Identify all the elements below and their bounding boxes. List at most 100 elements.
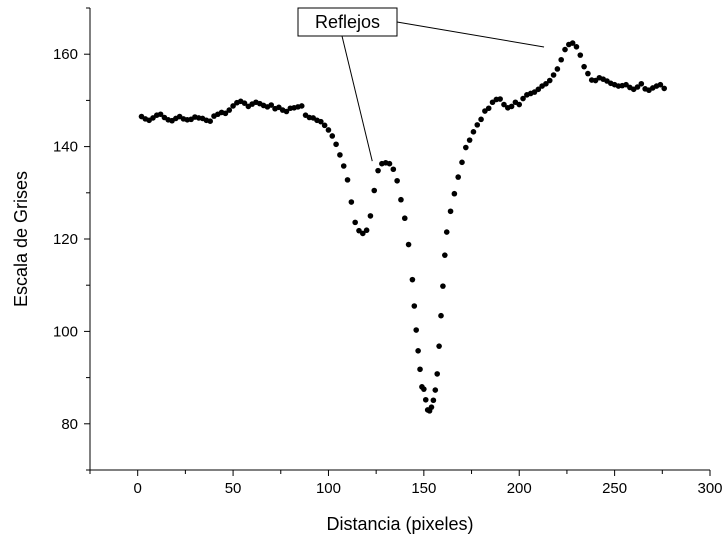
x-tick-label: 50 bbox=[225, 480, 242, 497]
data-point bbox=[268, 102, 275, 108]
data-point bbox=[546, 77, 553, 84]
data-point bbox=[329, 133, 336, 139]
data-point bbox=[325, 127, 332, 133]
annotation: Reflejos bbox=[297, 7, 545, 162]
data-point bbox=[459, 159, 465, 166]
data-point bbox=[157, 111, 164, 118]
data-point bbox=[447, 208, 454, 215]
data-point bbox=[430, 397, 437, 404]
data-point bbox=[470, 129, 477, 135]
data-point bbox=[554, 66, 561, 72]
x-tick-label: 0 bbox=[134, 480, 142, 497]
data-point bbox=[478, 116, 484, 123]
data-point bbox=[415, 348, 421, 354]
y-tick-label: 120 bbox=[53, 231, 78, 248]
data-point bbox=[443, 229, 450, 235]
x-tick-label: 200 bbox=[507, 480, 532, 497]
x-tick-label: 250 bbox=[602, 480, 627, 497]
annotation-text: Reflejos bbox=[315, 12, 380, 32]
data-point bbox=[585, 70, 591, 77]
axes bbox=[89, 8, 710, 471]
data-point bbox=[417, 366, 423, 373]
data-point bbox=[428, 404, 435, 410]
data-point bbox=[438, 312, 444, 319]
data-point bbox=[352, 219, 358, 226]
data-point bbox=[562, 46, 568, 53]
data-point bbox=[434, 371, 441, 377]
data-point bbox=[226, 107, 233, 113]
annotation-leader-line bbox=[341, 35, 373, 162]
y-tick-label: 160 bbox=[53, 46, 78, 63]
data-point bbox=[241, 100, 248, 106]
data-point bbox=[375, 167, 381, 174]
data-point bbox=[283, 108, 290, 115]
data-point bbox=[508, 103, 515, 110]
data-point bbox=[333, 141, 339, 148]
data-point bbox=[340, 163, 347, 169]
data-point bbox=[657, 81, 664, 88]
y-tick-label: 80 bbox=[61, 416, 78, 433]
data-point bbox=[367, 213, 374, 219]
data-point bbox=[535, 86, 542, 93]
data-point bbox=[577, 52, 584, 58]
data-point bbox=[440, 283, 446, 289]
data-point bbox=[222, 110, 229, 117]
data-point bbox=[581, 63, 587, 70]
x-axis-title: Distancia (pixeles) bbox=[326, 514, 473, 534]
data-point bbox=[442, 252, 448, 258]
data-point bbox=[394, 177, 400, 184]
x-tick-label: 300 bbox=[697, 480, 722, 497]
y-tick-label: 100 bbox=[53, 323, 78, 340]
data-point bbox=[421, 386, 427, 392]
annotation-box bbox=[297, 7, 398, 37]
data-point bbox=[550, 72, 557, 78]
data-point bbox=[371, 187, 378, 194]
data-point bbox=[409, 276, 416, 283]
data-point bbox=[360, 230, 366, 237]
data-point bbox=[321, 122, 328, 129]
data-point bbox=[501, 101, 507, 108]
data-point bbox=[413, 327, 420, 333]
data-point bbox=[363, 227, 370, 234]
data-point bbox=[558, 56, 564, 63]
x-tick-label: 100 bbox=[316, 480, 341, 497]
ticks bbox=[84, 7, 711, 476]
tick-labels: 0 50 100 150 200 250 300 80 100 120 140 160 bbox=[53, 46, 723, 497]
data-point bbox=[207, 118, 213, 124]
data-point bbox=[230, 103, 236, 109]
data-point bbox=[405, 241, 412, 248]
data-point bbox=[348, 199, 355, 205]
data-point bbox=[390, 166, 397, 173]
data-point bbox=[436, 343, 442, 349]
data-point bbox=[516, 101, 523, 108]
data-point bbox=[455, 174, 461, 180]
data-point bbox=[398, 196, 404, 203]
data-point bbox=[661, 85, 668, 92]
data-point bbox=[485, 105, 492, 112]
data-point bbox=[451, 190, 458, 197]
data-point bbox=[337, 152, 343, 158]
data-point bbox=[634, 84, 641, 90]
data-point bbox=[569, 40, 576, 46]
x-tick-label: 150 bbox=[411, 480, 436, 497]
data-point bbox=[386, 160, 393, 167]
data-point bbox=[298, 103, 305, 109]
data-point bbox=[466, 137, 473, 143]
data-point bbox=[638, 80, 645, 87]
data-point bbox=[474, 122, 481, 128]
data-point bbox=[401, 215, 408, 222]
data-point bbox=[344, 177, 351, 183]
data-point bbox=[497, 96, 503, 102]
y-tick-label: 140 bbox=[53, 139, 78, 156]
data-point bbox=[422, 396, 429, 403]
data-point bbox=[432, 387, 439, 393]
y-axis-title: Escala de Grises bbox=[11, 171, 31, 307]
data-point bbox=[543, 80, 549, 87]
data-point bbox=[520, 95, 526, 102]
data-point bbox=[318, 118, 324, 125]
annotation-leader-line bbox=[396, 21, 545, 48]
data-point bbox=[411, 303, 418, 309]
data-points bbox=[138, 40, 668, 414]
data-point bbox=[573, 44, 580, 50]
